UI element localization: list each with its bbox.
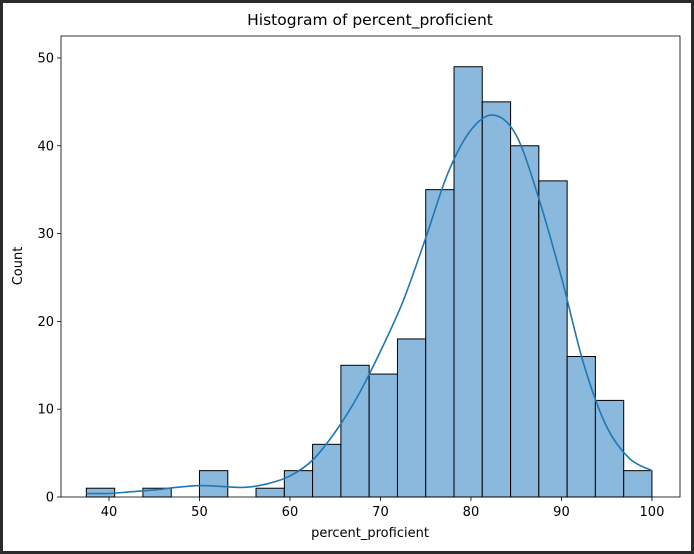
x-tick-label: 80 (463, 505, 480, 520)
plot-frame (60, 35, 681, 498)
x-tick-label: 50 (191, 505, 208, 520)
histogram-bar (255, 487, 285, 498)
x-axis-title: percent_proficient (311, 526, 429, 541)
y-axis-title: Count (11, 247, 26, 286)
y-tick-label: 20 (37, 315, 54, 330)
x-tick-label: 60 (282, 505, 299, 520)
y-tick-label: 30 (37, 227, 54, 242)
histogram-bar (396, 338, 427, 498)
histogram-bar (623, 470, 653, 498)
histogram-bar (368, 373, 398, 498)
figure-canvas: 40 50 60 70 80 90 100 0 10 20 30 40 50 Histogram of … (3, 3, 691, 551)
histogram-bar (312, 443, 342, 498)
x-tick-label: 90 (553, 505, 570, 520)
chart-title: Histogram of percent_proficient (247, 11, 493, 30)
histogram-bar (198, 470, 229, 498)
histogram-bar (340, 364, 370, 498)
y-tick-label: 10 (37, 403, 54, 418)
histogram-bar (453, 66, 483, 498)
y-tick-label: 0 (46, 491, 54, 506)
x-tick-label: 70 (372, 505, 389, 520)
histogram-bar (425, 189, 455, 498)
histogram-bar (85, 487, 116, 498)
x-tick-label: 100 (640, 505, 665, 520)
kde-curve (86, 114, 653, 495)
histogram-bar (538, 180, 568, 498)
histogram-chart: 40 50 60 70 80 90 100 0 10 20 30 40 50 Histogram of … (11, 11, 681, 541)
histogram-bar (481, 101, 512, 498)
histogram-bar (566, 356, 596, 498)
histogram-bar (594, 399, 625, 498)
x-tick-label: 40 (101, 505, 118, 520)
y-tick-label: 40 (37, 139, 54, 154)
y-tick-label: 50 (37, 51, 54, 66)
histogram-bar (283, 470, 314, 498)
histogram-bar (510, 145, 540, 498)
